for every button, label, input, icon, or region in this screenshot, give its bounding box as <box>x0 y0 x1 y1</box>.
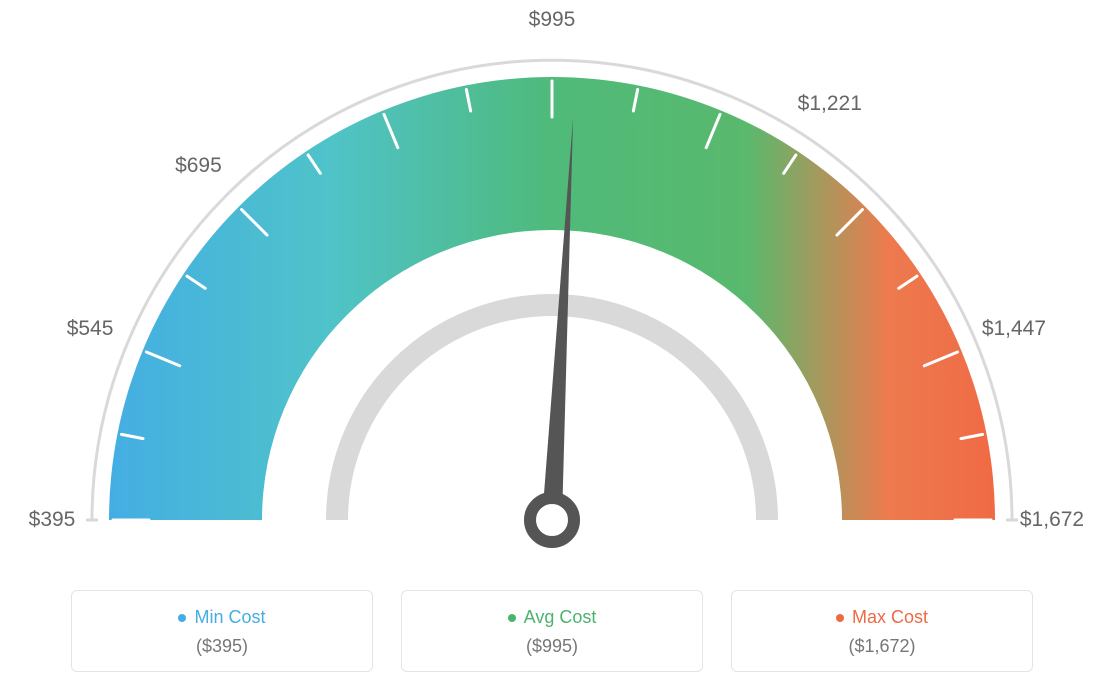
gauge-tick-label: $995 <box>492 8 612 32</box>
legend-card-max: Max Cost ($1,672) <box>731 590 1033 672</box>
legend-title-label: Avg Cost <box>524 607 597 628</box>
gauge-tick-label: $395 <box>0 508 112 532</box>
gauge-tick-label: $545 <box>30 317 150 341</box>
legend-value: ($395) <box>72 636 372 657</box>
legend-title-label: Max Cost <box>852 607 928 628</box>
gauge-tick-label: $1,447 <box>954 317 1074 341</box>
gauge-tick-label: $1,221 <box>770 92 890 116</box>
cost-gauge: $395 $545 $695 $995 $1,221 $1,447 $1,672 <box>0 0 1104 560</box>
legend-value: ($995) <box>402 636 702 657</box>
gauge-tick-label: $1,672 <box>992 508 1104 532</box>
gauge-tick-label: $695 <box>138 154 258 178</box>
legend-card-min: Min Cost ($395) <box>71 590 373 672</box>
legend-value: ($1,672) <box>732 636 1032 657</box>
dot-icon <box>178 614 186 622</box>
legend-row: Min Cost ($395) Avg Cost ($995) Max Cost… <box>0 590 1104 672</box>
dot-icon <box>508 614 516 622</box>
dot-icon <box>836 614 844 622</box>
legend-card-avg: Avg Cost ($995) <box>401 590 703 672</box>
legend-title-label: Min Cost <box>194 607 265 628</box>
